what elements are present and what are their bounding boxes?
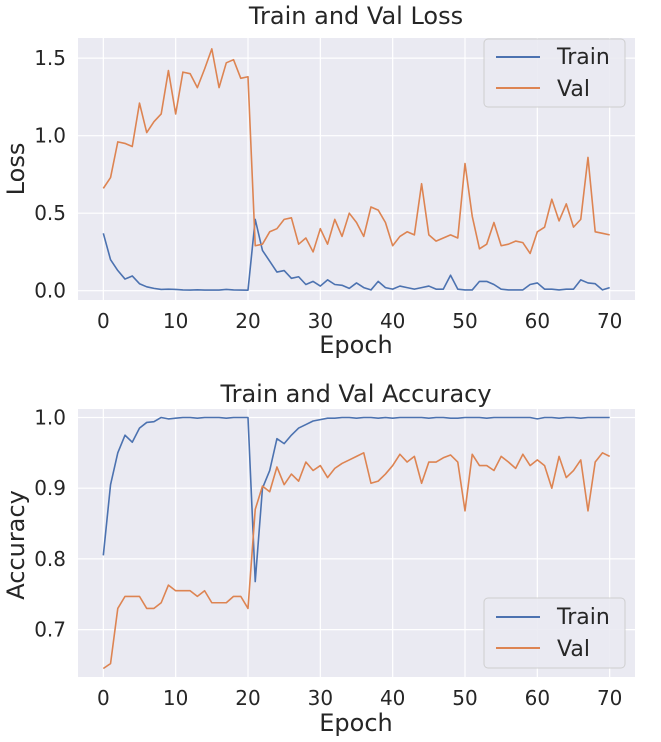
accuracy-x-tick-label: 20 — [235, 686, 260, 710]
accuracy-x-tick-labels: 0 10 20 30 40 50 60 70 — [97, 686, 622, 710]
loss-y-tick-label: 1.5 — [34, 46, 66, 70]
loss-legend: Train Val — [483, 38, 626, 108]
accuracy-x-tick-label: 10 — [163, 686, 188, 710]
loss-legend-train-label: Train — [556, 45, 610, 70]
accuracy-x-axis-label: Epoch — [319, 709, 393, 737]
loss-y-tick-label: 0.0 — [34, 279, 66, 303]
loss-x-tick-label: 20 — [235, 309, 260, 333]
accuracy-y-tick-label: 1.0 — [34, 405, 66, 429]
accuracy-series-group — [102, 416, 611, 670]
loss-x-tick-label: 30 — [308, 309, 333, 333]
loss-chart-title: Train and Val Loss — [248, 2, 463, 30]
loss-y-tick-labels: 0.0 0.5 1.0 1.5 — [34, 46, 66, 303]
accuracy-x-tick-label: 0 — [97, 686, 110, 710]
loss-x-tick-label: 60 — [525, 309, 550, 333]
accuracy-train-line — [102, 416, 610, 583]
loss-y-axis-label: Loss — [2, 143, 30, 196]
accuracy-x-tick-label: 50 — [452, 686, 477, 710]
accuracy-y-axis-label: Accuracy — [2, 490, 30, 600]
accuracy-y-tick-label: 0.7 — [34, 618, 66, 642]
accuracy-y-tick-label: 0.8 — [34, 547, 66, 571]
loss-chart: 0 10 20 30 40 50 60 70 0.0 0.5 1.0 1.5 Train and V… — [2, 2, 635, 359]
loss-x-axis-label: Epoch — [319, 331, 393, 359]
accuracy-x-tick-label: 30 — [308, 686, 333, 710]
accuracy-x-tick-label: 70 — [597, 686, 622, 710]
accuracy-chart-title: Train and Val Accuracy — [219, 380, 491, 408]
loss-x-tick-label: 50 — [452, 309, 477, 333]
accuracy-val-line — [102, 452, 611, 670]
accuracy-x-tick-label: 60 — [525, 686, 550, 710]
accuracy-legend: Train Val — [483, 597, 626, 669]
loss-x-tick-label: 0 — [97, 309, 110, 333]
accuracy-legend-box — [483, 597, 626, 669]
loss-legend-val-label: Val — [557, 77, 590, 102]
loss-x-tick-label: 70 — [597, 309, 622, 333]
loss-y-tick-label: 0.5 — [34, 201, 66, 225]
loss-val-line — [102, 48, 610, 255]
loss-train-line — [102, 218, 610, 292]
accuracy-y-tick-label: 0.9 — [34, 476, 66, 500]
accuracy-legend-train-label: Train — [556, 605, 610, 630]
loss-series-group — [102, 48, 610, 292]
loss-y-tick-label: 1.0 — [34, 124, 66, 148]
accuracy-chart: 0 10 20 30 40 50 60 70 0.7 0.8 0.9 1.0 Train and V… — [2, 380, 635, 737]
accuracy-y-tick-labels: 0.7 0.8 0.9 1.0 — [34, 405, 66, 641]
accuracy-legend-val-label: Val — [557, 637, 590, 662]
loss-x-tick-labels: 0 10 20 30 40 50 60 70 — [97, 309, 622, 333]
accuracy-x-tick-label: 40 — [380, 686, 405, 710]
loss-x-tick-label: 10 — [163, 309, 188, 333]
loss-x-tick-label: 40 — [380, 309, 405, 333]
